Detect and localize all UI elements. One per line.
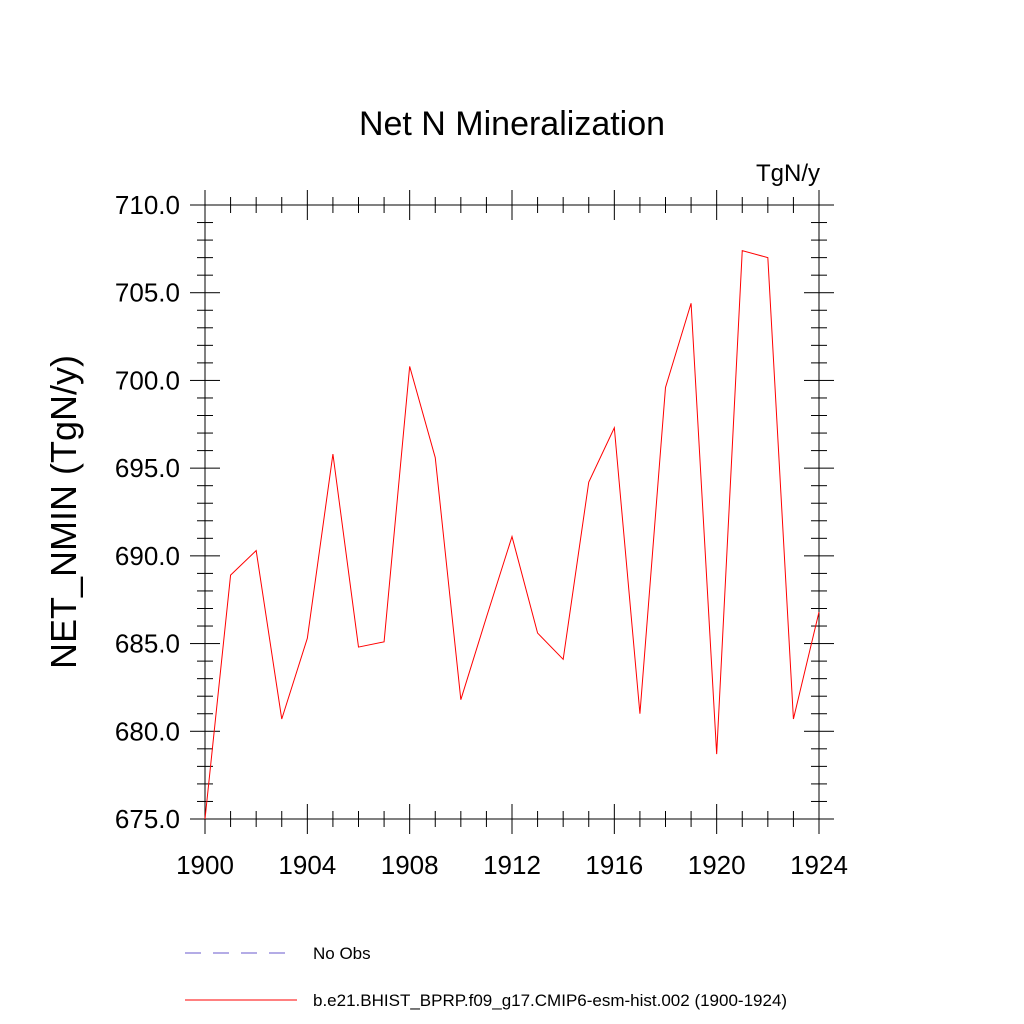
x-tick-label: 1904	[278, 850, 336, 880]
series-layer	[204, 249, 820, 820]
plot-frame	[204, 204, 820, 820]
y-tick-label: 710.0	[115, 190, 180, 220]
series-line	[204, 249, 820, 820]
y-tick-label: 690.0	[115, 541, 180, 571]
x-tick-label: 1912	[483, 850, 541, 880]
x-tick-label: 1920	[688, 850, 746, 880]
y-tick-label: 685.0	[115, 629, 180, 659]
legend: No Obs b.e21.BHIST_BPRP.f09_g17.CMIP6-esm…	[185, 944, 787, 1010]
y-tick-label: 680.0	[115, 716, 180, 746]
tick-labels: 1900 1904 1908 1912 1916 1920 1924 675.0 680.0 68…	[115, 190, 848, 880]
x-tick-label: 1908	[381, 850, 439, 880]
legend-label-1: b.e21.BHIST_BPRP.f09_g17.CMIP6-esm-hist.…	[313, 991, 787, 1010]
units-label: TgN/y	[756, 160, 820, 187]
y-tick-label: 695.0	[115, 453, 180, 483]
y-axis-label: NET_NMIN (TgN/y)	[43, 355, 84, 669]
y-tick-label: 705.0	[115, 278, 180, 308]
legend-label-0: No Obs	[313, 944, 371, 963]
x-tick-label: 1916	[585, 850, 643, 880]
chart-title: Net N Mineralization	[359, 105, 665, 143]
x-tick-label: 1900	[176, 850, 234, 880]
axis-ticks	[190, 190, 834, 834]
y-tick-label: 675.0	[115, 804, 180, 834]
x-tick-label: 1924	[790, 850, 848, 880]
y-tick-label: 700.0	[115, 365, 180, 395]
